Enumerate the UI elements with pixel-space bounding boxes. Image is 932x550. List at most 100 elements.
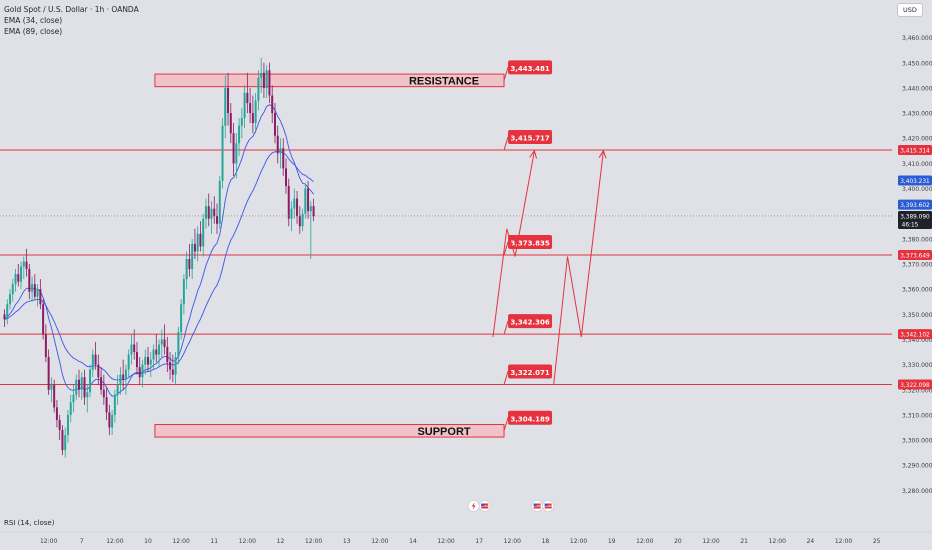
candle <box>39 279 42 310</box>
candle <box>141 359 144 388</box>
candle-body <box>232 133 235 164</box>
level-axis-badge-4-box <box>898 379 932 390</box>
resistance-zone-label: RESISTANCE <box>409 75 479 87</box>
candles-layer <box>3 57 315 458</box>
level-tag-1: 3,415.717 <box>503 130 553 151</box>
candle-body <box>155 349 158 355</box>
levels-layer: 3,415.717 3,373.835 3,342.306 3,322.071 3,44… <box>0 60 892 431</box>
symbol-title[interactable]: Gold Spot / U.S. Dollar · 1h · OANDA <box>4 5 139 14</box>
time-tick-label: 12:00 <box>106 538 123 545</box>
candle <box>271 85 274 124</box>
level-axis-badge-2: 3,373.649 <box>898 249 932 260</box>
candle-body <box>309 206 312 212</box>
candle <box>58 414 61 441</box>
flag-canton <box>544 503 548 506</box>
candle-body <box>86 392 89 398</box>
candle-body <box>105 397 108 413</box>
level-axis-badge-4: 3,322.098 <box>898 379 932 390</box>
candle <box>36 284 39 307</box>
level-tag-text: 3,342.306 <box>510 319 550 327</box>
candle-body <box>22 261 25 267</box>
candle <box>296 191 299 224</box>
candle <box>78 369 80 398</box>
candle-body <box>28 269 31 292</box>
level-axis-badge-3-text: 3,342.102 <box>900 333 930 339</box>
candle <box>180 299 183 340</box>
level-tag-text: 3,443.481 <box>510 65 550 73</box>
candle <box>44 324 47 363</box>
candle <box>22 256 25 280</box>
candle-body <box>191 243 194 270</box>
rsi-indicator-label[interactable]: RSI (14, close) <box>4 519 55 527</box>
candle-body <box>127 354 130 370</box>
candle <box>307 180 310 219</box>
time-tick-label: 12:00 <box>636 538 653 545</box>
candle-body <box>207 206 210 219</box>
level-tag-box <box>508 130 553 145</box>
level-tag-box <box>508 60 553 75</box>
price-tick-label: 3,370.000 <box>902 262 932 269</box>
ema-slow-axis-badge-text: 3,393.602 <box>900 203 930 209</box>
candle-body <box>53 384 56 408</box>
candle <box>25 248 28 277</box>
candle-body <box>298 216 301 227</box>
candle <box>166 336 169 373</box>
ema-slow-legend[interactable]: EMA (89, close) <box>4 27 63 36</box>
currency-button[interactable]: USD <box>897 3 923 17</box>
candle <box>127 349 130 378</box>
level-axis-badge-2-box <box>898 249 932 260</box>
candle-body <box>20 266 23 282</box>
level-tag-text: 3,415.717 <box>510 135 550 143</box>
candle <box>89 364 92 398</box>
candle-body <box>108 412 111 428</box>
candle <box>298 206 301 234</box>
price-tick-label: 3,320.000 <box>902 387 932 394</box>
time-tick-label: 14 <box>409 538 417 545</box>
level-axis-badge-1: 3,415.314 <box>898 145 932 156</box>
time-tick-label: 7 <box>80 538 84 545</box>
candle <box>55 399 58 428</box>
candle-body <box>166 347 169 363</box>
ema-slow-axis-badge-box <box>898 199 932 210</box>
candle <box>149 352 152 378</box>
price-tick-label: 3,430.000 <box>902 111 932 118</box>
candle <box>69 394 72 423</box>
candle <box>144 349 147 375</box>
candle <box>285 158 287 194</box>
candle <box>243 85 246 129</box>
time-tick-label: 12:00 <box>172 538 189 545</box>
candle-body <box>246 92 249 104</box>
current-price-badge: 3,389.090 46:15 <box>898 210 932 229</box>
support-zone-label: SUPPORT <box>417 426 470 438</box>
candle-body <box>36 289 39 297</box>
candle-body <box>262 72 265 88</box>
candle <box>210 201 213 234</box>
flash-event-icon <box>467 500 480 512</box>
candle <box>113 389 116 423</box>
candle-body <box>180 304 183 332</box>
candle-body <box>133 344 136 353</box>
candle <box>312 198 315 222</box>
candle <box>238 118 241 156</box>
candle-body <box>75 379 78 395</box>
level-axis-badge-1-text: 3,415.314 <box>900 149 930 155</box>
candle-body <box>100 377 103 390</box>
candle <box>273 103 276 144</box>
candle-body <box>47 357 50 390</box>
candle-body <box>285 168 287 187</box>
candle <box>122 359 125 390</box>
candle-body <box>80 377 83 390</box>
ema-fast-legend[interactable]: EMA (34, close) <box>4 16 63 25</box>
price-tick-label: 3,410.000 <box>902 161 932 168</box>
time-tick-label: 12:00 <box>702 538 719 545</box>
candle-body <box>169 362 172 370</box>
candle <box>254 92 257 134</box>
candle-body <box>141 364 144 378</box>
time-tick-label: 21 <box>740 538 748 545</box>
current-price-text: 3,389.090 <box>900 214 930 220</box>
time-axis: 12:00 7 12:00 10 12:00 11 12:00 12 12:00 13 12:00 1… <box>0 531 932 545</box>
candle <box>177 326 180 365</box>
price-tick-label: 3,330.000 <box>902 362 932 369</box>
candle <box>163 324 166 355</box>
